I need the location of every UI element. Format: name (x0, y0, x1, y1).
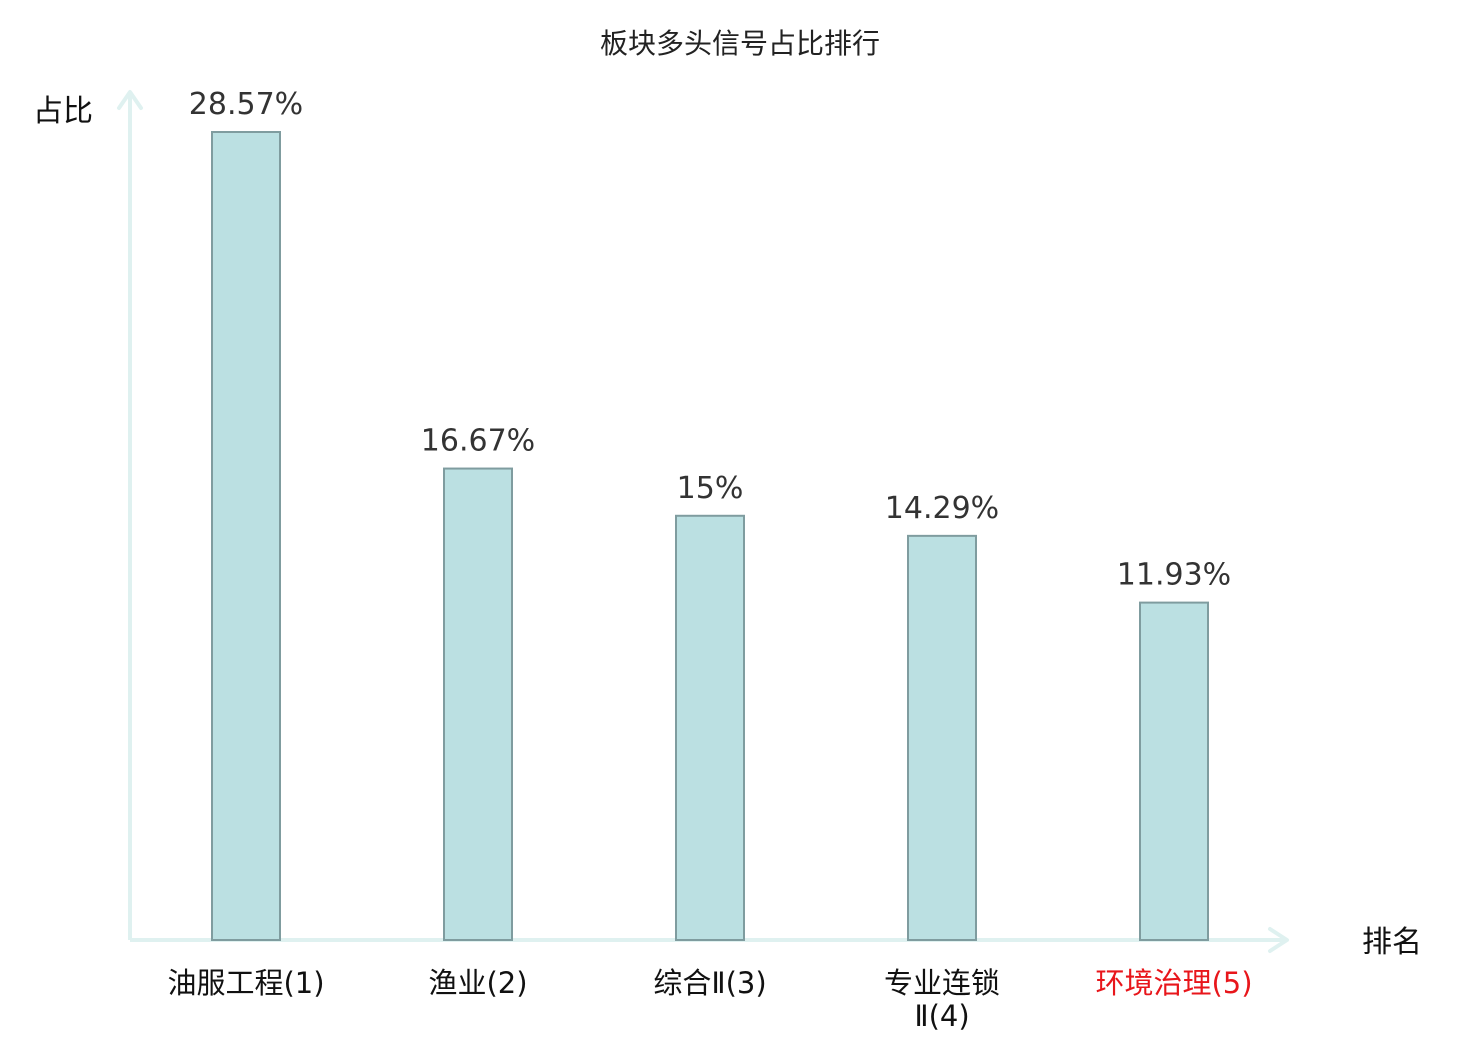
category-label: 专业连锁 (884, 966, 1000, 1000)
y-axis: 占比 (33, 90, 143, 940)
bar (1139, 601, 1209, 941)
x-axis-label: 排名 (1362, 925, 1422, 960)
bar (211, 131, 281, 941)
category-label: 综合Ⅱ(3) (653, 966, 766, 1000)
bars (211, 131, 1209, 942)
category-label: Ⅱ(4) (914, 999, 969, 1033)
value-labels: 28.57% 16.67% 15% 14.29% 11.93% (189, 87, 1231, 593)
y-axis-arrow-icon (117, 90, 143, 110)
value-label: 28.57% (189, 87, 303, 122)
value-label: 15% (677, 471, 744, 506)
bar (443, 467, 513, 941)
category-label: 渔业(2) (428, 966, 527, 1000)
value-label: 14.29% (885, 491, 999, 526)
bar (907, 534, 977, 941)
value-label: 16.67% (421, 424, 535, 459)
value-label: 11.93% (1117, 558, 1231, 593)
x-axis-arrow-icon (1268, 927, 1289, 953)
category-label: 环境治理(5) (1095, 966, 1252, 1000)
y-axis-label: 占比 (33, 94, 93, 129)
bar (675, 514, 745, 942)
category-label: 油服工程(1) (167, 966, 324, 1000)
x-axis: 排名 (130, 925, 1422, 960)
chart-title: 板块多头信号占比排行 (600, 27, 880, 60)
